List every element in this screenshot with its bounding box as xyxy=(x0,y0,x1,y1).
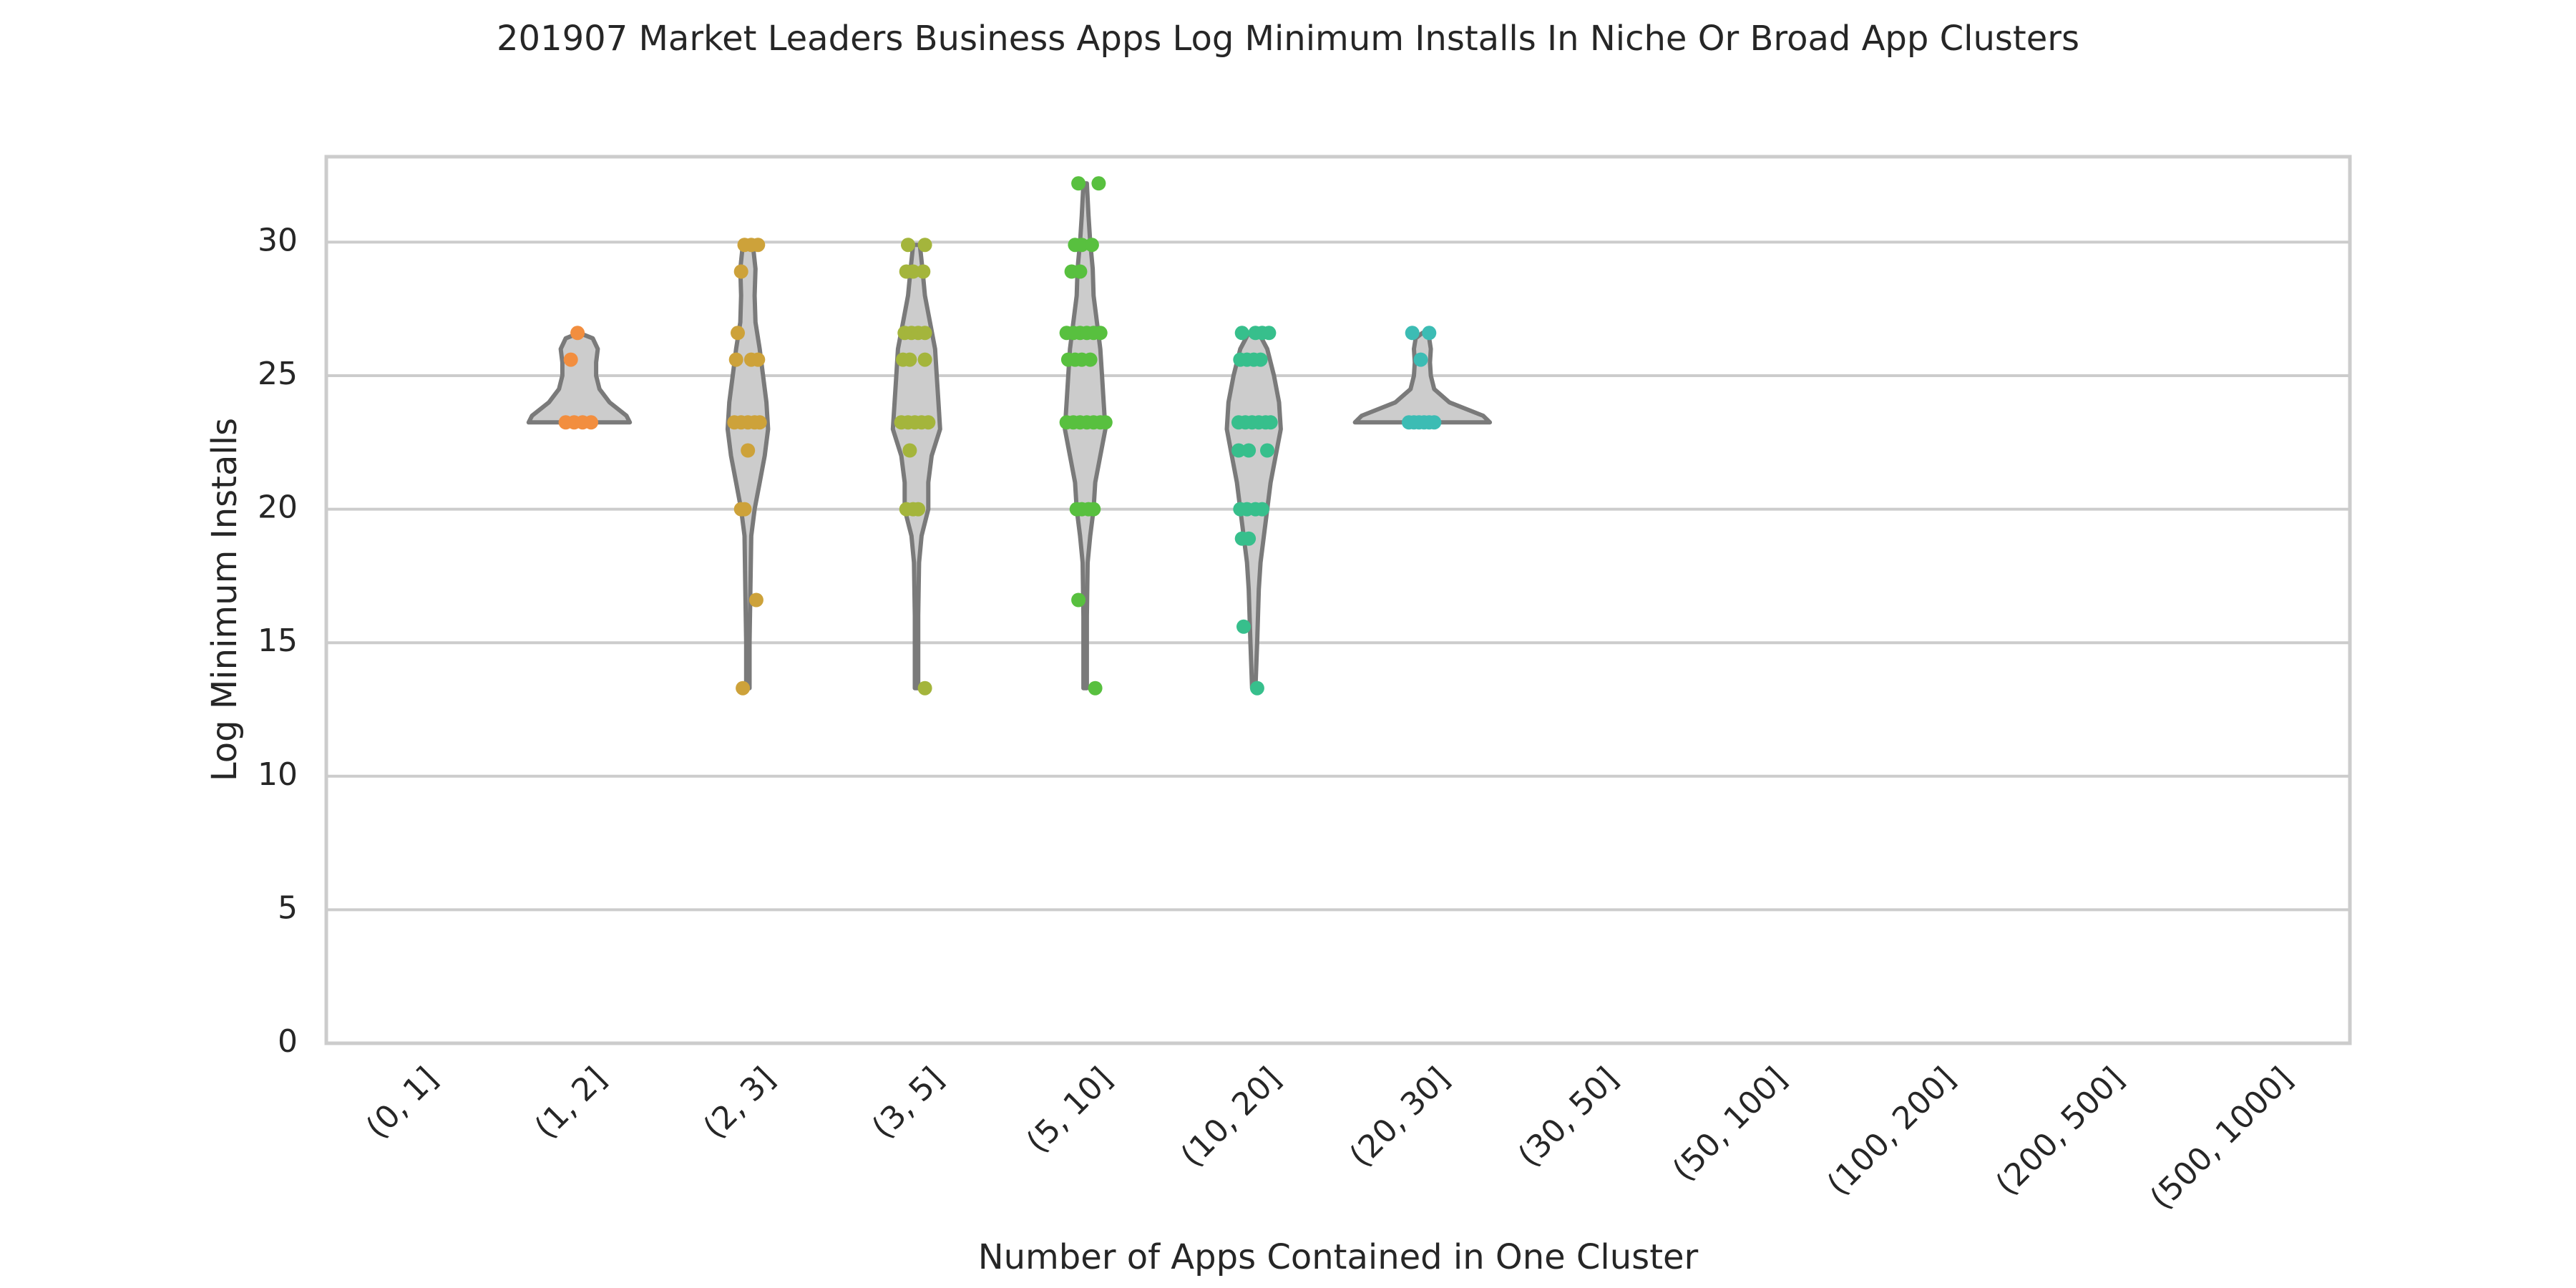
data-point xyxy=(901,238,915,253)
data-point xyxy=(1093,326,1108,341)
x-tick-label: (50, 100] xyxy=(1666,1060,1794,1189)
data-point xyxy=(733,264,748,279)
data-point xyxy=(1088,680,1103,696)
data-point xyxy=(1260,443,1274,458)
data-point xyxy=(748,592,763,608)
data-point xyxy=(1084,238,1099,253)
data-point xyxy=(1074,238,1089,253)
data-point xyxy=(1071,176,1086,191)
data-point xyxy=(917,680,932,696)
x-tick-label: (2, 3] xyxy=(696,1060,782,1146)
data-point xyxy=(1234,326,1249,341)
data-point xyxy=(1413,352,1428,367)
x-tick-label: (100, 200] xyxy=(1820,1060,1963,1203)
violin-body xyxy=(725,243,771,691)
data-point xyxy=(921,415,936,430)
y-tick-label: 10 xyxy=(258,756,298,793)
y-tick-label: 15 xyxy=(258,623,298,659)
strip-points xyxy=(558,176,1442,696)
data-point xyxy=(1405,326,1420,341)
x-tick-label: (5, 10] xyxy=(1020,1060,1120,1161)
y-tick-label: 0 xyxy=(278,1023,298,1060)
y-tick-labels: 0 5 10 15 20 25 30 xyxy=(258,222,298,1060)
data-point xyxy=(1083,352,1098,367)
data-point xyxy=(570,326,585,341)
data-point xyxy=(902,443,917,458)
grid-lines xyxy=(326,240,2350,1045)
data-point xyxy=(917,352,932,367)
data-point xyxy=(728,352,743,367)
data-point xyxy=(731,326,745,341)
data-point xyxy=(752,415,767,430)
data-point xyxy=(1422,326,1437,341)
x-tick-labels: (0, 1] (1, 2] (2, 3] (3, 5] (5, 10] (10, 20] (… xyxy=(359,1060,2300,1217)
data-point xyxy=(1231,443,1246,458)
data-point xyxy=(751,238,766,253)
data-point xyxy=(916,264,931,279)
chart-title: 201907 Market Leaders Business Apps Log … xyxy=(497,19,2079,59)
data-point xyxy=(1427,415,1442,430)
violin-body xyxy=(890,243,942,691)
x-tick-label: (0, 1] xyxy=(359,1060,445,1146)
x-tick-label: (20, 30] xyxy=(1342,1060,1456,1174)
data-point xyxy=(1254,502,1269,517)
data-point xyxy=(736,680,751,696)
data-point xyxy=(911,502,926,517)
x-tick-label: (500, 1000] xyxy=(2143,1060,2300,1217)
data-point xyxy=(1241,443,1257,458)
x-axis-label: Number of Apps Contained in One Cluster xyxy=(978,1237,1699,1277)
y-tick-label: 30 xyxy=(258,222,298,258)
y-tick-label: 20 xyxy=(258,489,298,526)
data-point xyxy=(917,238,932,253)
x-tick-label: (1, 2] xyxy=(528,1060,614,1146)
data-point xyxy=(1073,264,1088,279)
data-point xyxy=(1253,352,1268,367)
data-point xyxy=(1262,326,1277,341)
data-point xyxy=(1091,176,1106,191)
violin-body xyxy=(1352,331,1493,425)
y-axis-label: Log Minimum Installs xyxy=(205,418,245,781)
data-point xyxy=(584,415,598,430)
data-point xyxy=(1098,415,1113,430)
data-point xyxy=(1236,619,1251,634)
x-tick-label: (30, 50] xyxy=(1511,1060,1625,1174)
y-tick-label: 25 xyxy=(258,356,298,392)
plot-frame xyxy=(324,155,2352,1045)
data-point xyxy=(1263,415,1278,430)
data-point xyxy=(1071,592,1086,608)
x-tick-label: (10, 20] xyxy=(1174,1060,1288,1174)
violin-body xyxy=(1063,181,1108,691)
violins xyxy=(526,181,1493,691)
data-point xyxy=(741,443,756,458)
data-point xyxy=(1249,680,1264,696)
data-point xyxy=(906,264,921,279)
data-point xyxy=(1086,502,1101,517)
x-tick-label: (3, 5] xyxy=(865,1060,951,1146)
x-tick-label: (200, 500] xyxy=(1989,1060,2131,1203)
data-point xyxy=(1241,531,1257,546)
violin-body xyxy=(526,331,633,425)
data-point xyxy=(751,352,766,367)
data-point xyxy=(917,326,932,341)
data-point xyxy=(902,352,917,367)
y-tick-label: 5 xyxy=(278,889,298,926)
data-point xyxy=(563,352,578,367)
data-point xyxy=(737,502,752,517)
